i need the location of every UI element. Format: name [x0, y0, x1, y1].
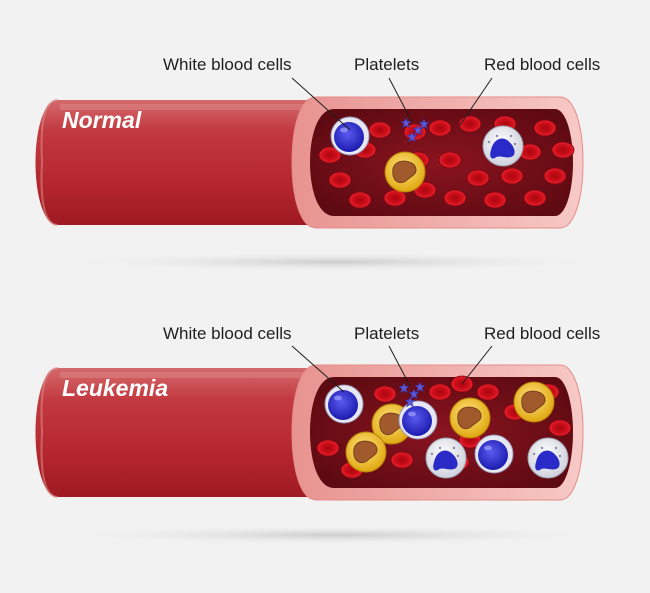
- vessel-wall: [35, 100, 320, 225]
- wbc-label: White blood cells: [163, 324, 292, 343]
- wbc-callout-line: [291, 77, 351, 131]
- vessel-wall: [35, 368, 320, 497]
- panel-title: Leukemia: [62, 375, 168, 401]
- panel-normal: Normal White blood cells Platelets Red b…: [35, 55, 625, 272]
- platelets-label: Platelets: [354, 55, 419, 74]
- platelets-label: Platelets: [354, 324, 419, 343]
- rbc-callout-line: [459, 77, 493, 126]
- panel-title: Normal: [62, 107, 142, 133]
- rbc-label: Red blood cells: [484, 55, 600, 74]
- platelets-callout-line: [388, 77, 413, 123]
- platelets-callout-line: [388, 345, 411, 387]
- vessel-shadow: [45, 252, 625, 272]
- vessel-shadow: [45, 525, 625, 545]
- wbc-callout-line: [291, 345, 345, 393]
- wbc-label: White blood cells: [163, 55, 292, 74]
- panel-leukemia: Leukemia White blood cells Platelets Red…: [35, 324, 625, 545]
- rbc-label: Red blood cells: [484, 324, 600, 343]
- rbc-callout-line: [461, 345, 493, 385]
